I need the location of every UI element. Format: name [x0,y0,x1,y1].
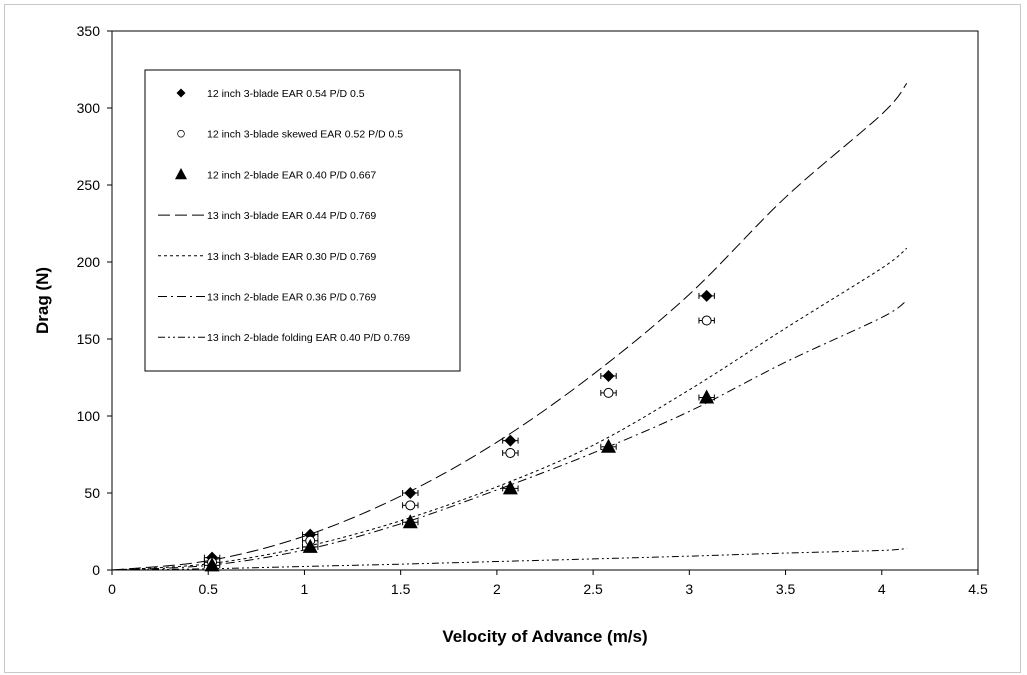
data-point-series-0 [602,369,615,382]
legend-label-1: 12 inch 3-blade skewed EAR 0.52 P/D 0.5 [207,129,403,141]
data-point-series-2 [302,538,318,553]
x-axis-title: Velocity of Advance (m/s) [442,627,647,646]
data-point-series-2 [601,438,617,453]
legend-label-3: 13 inch 3-blade EAR 0.44 P/D 0.769 [207,210,376,222]
x-tick-label: 2.5 [583,581,603,597]
y-tick-label: 350 [77,23,101,39]
fitted-curves [111,83,908,571]
legend: 12 inch 3-blade EAR 0.54 P/D 0.5 12 inch … [144,69,461,372]
data-point-series-2 [402,514,418,529]
y-tick-label: 200 [77,254,101,270]
data-point-series-1 [405,500,416,511]
legend-label-0: 12 inch 3-blade EAR 0.54 P/D 0.5 [207,88,365,100]
y-tick-label: 150 [77,331,101,347]
data-point-series-2 [502,480,518,495]
y-tick-label: 0 [92,562,100,578]
y-tick-label: 50 [84,485,100,501]
plot-area-border [111,30,979,571]
legend-marker-1 [177,129,185,138]
y-tick-label: 250 [77,177,101,193]
legend-label-4: 13 inch 3-blade EAR 0.30 P/D 0.769 [207,251,376,263]
x-tick-label: 2 [493,581,501,597]
y-axis-title: Drag (N) [33,267,52,334]
axes: 0 0.5 1 1.5 2 2.5 3 3.5 4 4.5 0 50 100 150 200 250 300 35… [77,23,988,597]
legend-label-2: 12 inch 2-blade EAR 0.40 P/D 0.667 [207,169,376,181]
measured-points [203,289,715,572]
legend-swatch-1 [177,129,185,138]
chart-frame [4,4,1021,673]
y-tick-label: 100 [77,408,101,424]
data-point-series-2 [204,557,220,572]
x-tick-label: 0.5 [198,581,218,597]
legend-marker-2 [175,167,187,180]
y-tick-label: 300 [77,100,101,116]
x-tick-label: 3.5 [776,581,796,597]
x-tick-label: 1.5 [391,581,411,597]
curve-series-3 [111,83,908,571]
data-point-series-0 [504,434,517,447]
x-tick-label: 0 [108,581,116,597]
x-tick-label: 3 [685,581,693,597]
legend-marker-0 [176,88,186,98]
x-tick-label: 1 [301,581,309,597]
x-tick-label: 4 [878,581,886,597]
data-point-series-2 [699,389,715,404]
curve-series-6 [111,547,907,571]
curve-series-5 [111,300,908,571]
data-point-series-0 [404,487,417,499]
data-point-series-1 [701,315,712,326]
x-tick-label: 4.5 [968,581,988,597]
data-point-series-1 [603,387,614,398]
legend-swatch-0 [176,88,186,98]
data-point-series-0 [700,289,713,302]
legend-box [144,69,461,372]
legend-label-6: 13 inch 2-blade folding EAR 0.40 P/D 0.7… [207,332,410,344]
data-point-series-1 [505,447,516,458]
legend-label-5: 13 inch 2-blade EAR 0.36 P/D 0.769 [207,292,376,304]
legend-swatch-2 [175,167,187,180]
